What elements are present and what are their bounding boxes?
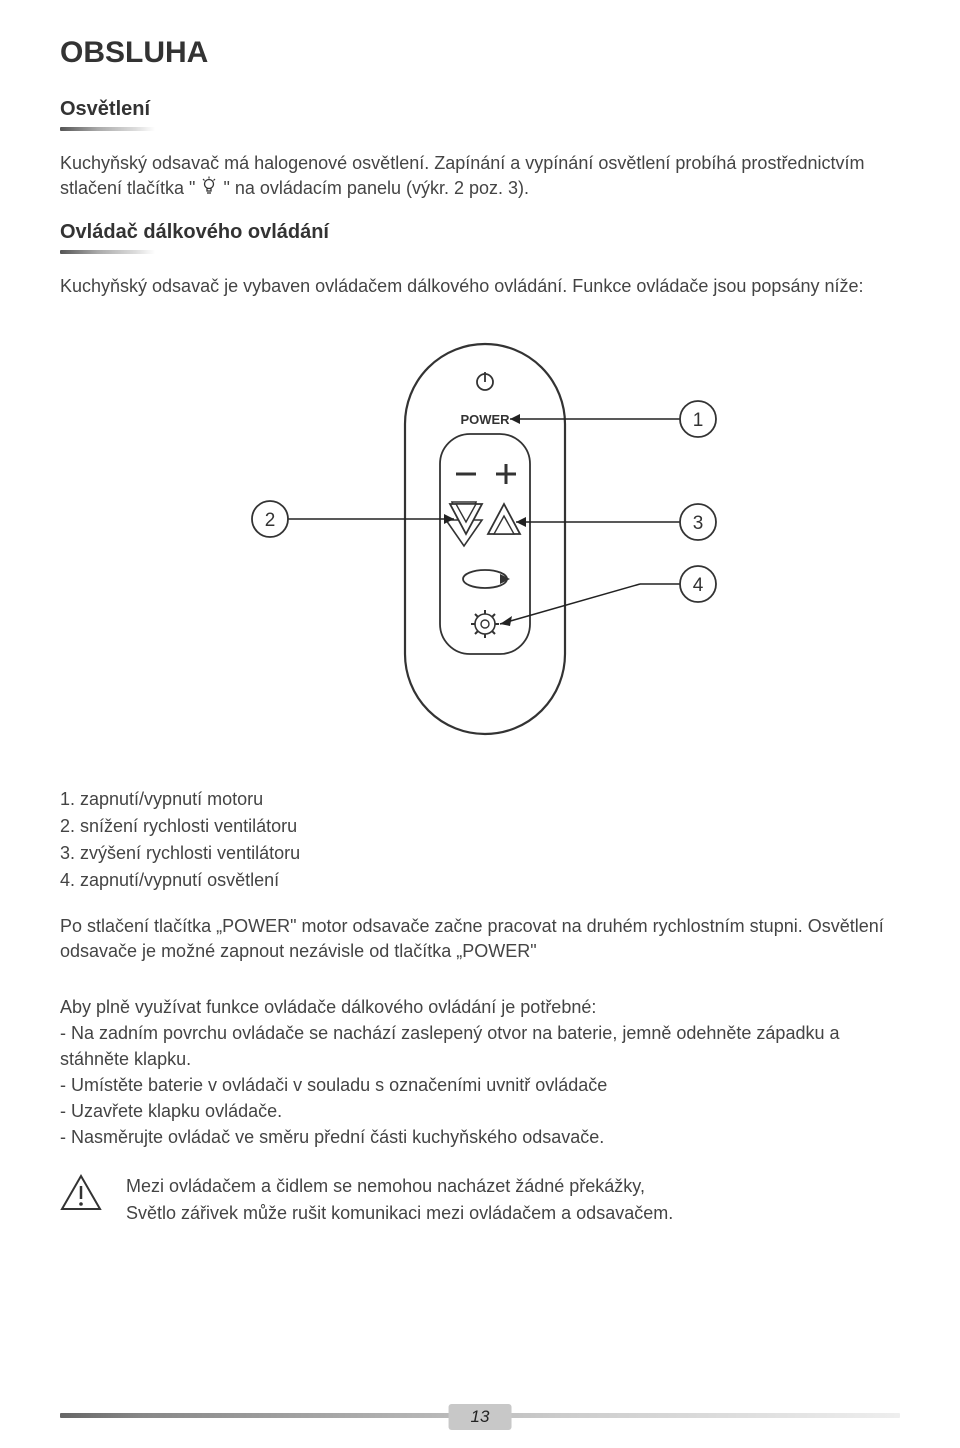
list-item: 2. snížení rychlosti ventilátoru [60, 813, 900, 840]
callout-3: 3 [693, 513, 704, 534]
warning-row: Mezi ovládačem a čidlem se nemohou nachá… [60, 1173, 900, 1227]
lighting-paragraph: Kuchyňský odsavač má halogenové osvětlen… [60, 151, 900, 203]
instruction-line: - Uzavřete klapku ovládače. [60, 1098, 900, 1124]
page-title: OBSLUHA [60, 36, 900, 70]
functions-list: 1. zapnutí/vypnutí motoru 2. snížení ryc… [60, 786, 900, 894]
warning-line: Mezi ovládačem a čidlem se nemohou nachá… [126, 1173, 673, 1200]
remote-intro-paragraph: Kuchyňský odsavač je vybaven ovládačem d… [60, 274, 900, 299]
light-icon [200, 176, 218, 203]
list-item: 4. zapnutí/vypnutí osvětlení [60, 867, 900, 894]
callout-1: 1 [693, 410, 704, 431]
list-item: 1. zapnutí/vypnutí motoru [60, 786, 900, 813]
callout-4: 4 [693, 575, 704, 596]
divider-rule [60, 127, 155, 131]
instruction-line: - Umístěte baterie v ovládači v souladu … [60, 1072, 900, 1098]
lighting-text-b: " na ovládacím panelu (výkr. 2 poz. 3). [223, 178, 529, 198]
section-heading-lighting: Osvětlení [60, 98, 900, 121]
divider-rule [60, 250, 155, 254]
instruction-line: - Nasměrujte ovládač ve směru přední čás… [60, 1124, 900, 1150]
warning-line: Světlo zářivek může rušit komunikaci mez… [126, 1200, 673, 1227]
list-item: 3. zvýšení rychlosti ventilátoru [60, 840, 900, 867]
instruction-line: Aby plně využívat funkce ovládače dálkov… [60, 994, 900, 1020]
power-description-paragraph: Po stlačení tlačítka „POWER" motor odsav… [60, 914, 900, 964]
section-heading-remote: Ovládač dálkového ovládání [60, 221, 900, 244]
instruction-line: - Na zadním povrchu ovládače se nachází … [60, 1020, 900, 1072]
page-number: 13 [449, 1404, 512, 1430]
callout-2: 2 [265, 510, 276, 531]
remote-diagram: POWER 1 2 3 4 [60, 324, 900, 744]
instructions-block: Aby plně využívat funkce ovládače dálkov… [60, 994, 900, 1151]
power-label: POWER [460, 412, 510, 427]
warning-icon [60, 1173, 102, 1218]
warning-text: Mezi ovládačem a čidlem se nemohou nachá… [126, 1173, 673, 1227]
